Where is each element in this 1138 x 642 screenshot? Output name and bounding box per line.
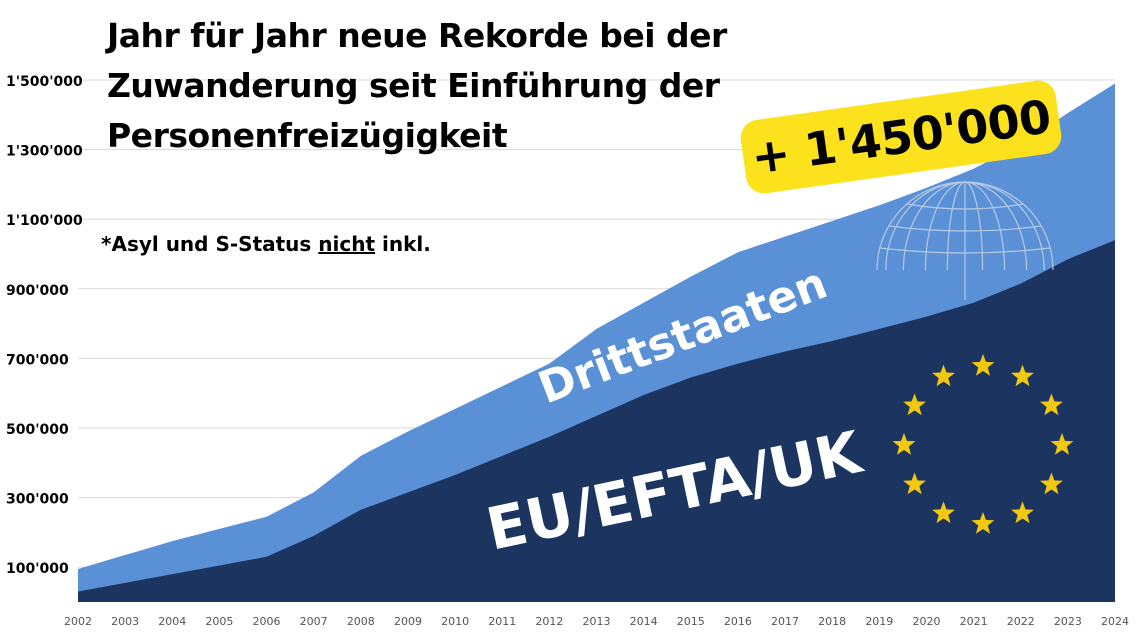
y-tick-label: 300'000 (6, 492, 69, 508)
x-tick-label: 2005 (205, 615, 233, 628)
x-tick-label: 2010 (441, 615, 469, 628)
x-tick-label: 2007 (300, 615, 328, 628)
x-tick-label: 2008 (347, 615, 375, 628)
x-tick-label: 2021 (960, 615, 988, 628)
y-tick-label: 1'100'000 (6, 213, 83, 229)
x-tick-label: 2009 (394, 615, 422, 628)
y-axis-tick-labels: 100'000 300'000 500'000 700'000 900'000 1'100… (6, 74, 83, 577)
y-tick-label: 1'300'000 (6, 144, 83, 160)
eu-star (932, 501, 955, 524)
eu-stars-icon (892, 354, 1074, 534)
eu-star (903, 393, 926, 416)
eu-star (971, 512, 995, 534)
area-series (78, 83, 1115, 603)
eu-star (932, 364, 955, 387)
x-tick-label: 2015 (677, 615, 705, 628)
eu-star (892, 433, 916, 455)
x-tick-label: 2002 (64, 615, 92, 628)
x-tick-label: 2004 (158, 615, 186, 628)
y-tick-label: 500'000 (6, 422, 69, 438)
eu-star (1050, 433, 1074, 455)
x-tick-label: 2003 (111, 615, 139, 628)
x-tick-label: 2006 (253, 615, 281, 628)
eu-star (1011, 364, 1034, 387)
x-tick-label: 2024 (1101, 615, 1129, 628)
y-tick-label: 1'500'000 (6, 74, 83, 90)
x-tick-label: 2017 (771, 615, 799, 628)
eu-star (971, 354, 995, 376)
x-tick-label: 2019 (865, 615, 893, 628)
eu-star (1040, 472, 1063, 495)
y-tick-label: 700'000 (6, 352, 69, 368)
eu-star (903, 472, 926, 495)
x-tick-label: 2012 (535, 615, 563, 628)
x-tick-label: 2016 (724, 615, 752, 628)
chart-title-line-3: Personenfreizügigkeit (107, 116, 508, 155)
x-tick-label: 2020 (912, 615, 940, 628)
x-tick-label: 2011 (488, 615, 516, 628)
area-eu-efta-uk (78, 240, 1115, 602)
x-tick-label: 2018 (818, 615, 846, 628)
note-prefix: *Asyl und S-Status (101, 232, 319, 256)
note-suffix: inkl. (375, 232, 431, 256)
x-axis-tick-labels: 2002 2003 2004 2005 2006 2007 2008 2009 2010 2011… (64, 615, 1129, 628)
y-tick-label: 900'000 (6, 283, 69, 299)
chart-title-line-2: Zuwanderung seit Einführung der (107, 66, 720, 105)
x-tick-label: 2022 (1007, 615, 1035, 628)
globe-icon (876, 181, 1054, 300)
y-tick-label: 100'000 (6, 561, 69, 577)
exclusion-note: *Asyl und S-Status nicht inkl. (101, 232, 431, 256)
eu-star (1040, 393, 1063, 416)
x-tick-label: 2013 (583, 615, 611, 628)
note-underlined: nicht (318, 232, 376, 256)
x-tick-label: 2023 (1054, 615, 1082, 628)
eu-star (1011, 501, 1034, 524)
x-tick-label: 2014 (630, 615, 658, 628)
chart-title-line-1: Jahr für Jahr neue Rekorde bei der (107, 16, 727, 55)
